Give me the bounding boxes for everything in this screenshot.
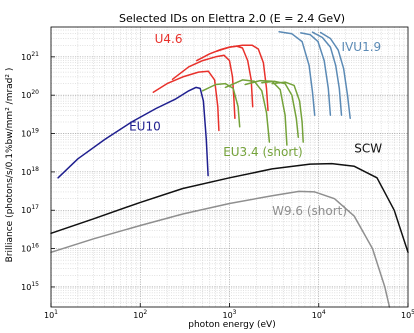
ticks: 101 102 103 104 105 1015 1016 1017 1018 1019 1020 1… [21,51,414,320]
series-label-eu10: EU10 [129,120,161,134]
series-curve-eu3-4-5 [271,81,304,143]
y-tick-label: 1020 [21,89,39,100]
x-tick-label: 104 [312,309,326,320]
x-tick-label: 103 [222,309,236,320]
series-curve-eu3-4-2 [224,79,271,143]
x-tick-label: 101 [44,309,58,320]
series-curve-eu3-4-4 [261,80,300,139]
series-curve-ivu1-9-4 [319,31,351,120]
x-axis-label: photon energy (eV) [188,320,275,330]
series-labels: EU10 U4.6 IVU1.9 EU3.4 (short) SCW W9.6 (shor… [129,32,382,218]
y-tick-label: 1015 [21,281,39,292]
y-tick-label: 1018 [21,166,39,177]
series-curve-scw-1 [50,162,409,254]
series-curve-ivu1-9-1 [278,31,316,116]
y-tick-label: 1016 [21,243,39,254]
y-tick-label: 1019 [21,128,39,139]
series-label-w9-6: W9.6 (short) [272,204,347,218]
series-curve-eu3-4-3 [244,79,288,146]
series-curve-eu10-1 [57,86,209,179]
x-tick-label: 102 [133,309,147,320]
y-tick-label: 1017 [21,204,39,215]
series-curve-ivu1-9-2 [300,32,332,116]
chart-title: Selected IDs on Elettra 2.0 (E = 2.4 GeV… [119,12,345,25]
series-curve-u4-6-4 [216,44,269,112]
x-tick-label: 105 [401,309,414,320]
series-curve-w9-6-1 [50,190,391,308]
series-curve-ivu1-9-3 [311,31,343,116]
series-curve-u4-6-1 [152,70,220,132]
series-label-ivu1-9: IVU1.9 [342,40,382,54]
series-label-u4-6: U4.6 [155,32,183,46]
series-label-eu3-4: EU3.4 (short) [223,145,302,159]
y-tick-label: 1021 [21,51,39,62]
y-axis-label: Brilliance (photons/s/0.1%bw/mm² /mrad² … [5,68,15,263]
curves [50,31,409,308]
series-label-scw: SCW [354,142,382,156]
